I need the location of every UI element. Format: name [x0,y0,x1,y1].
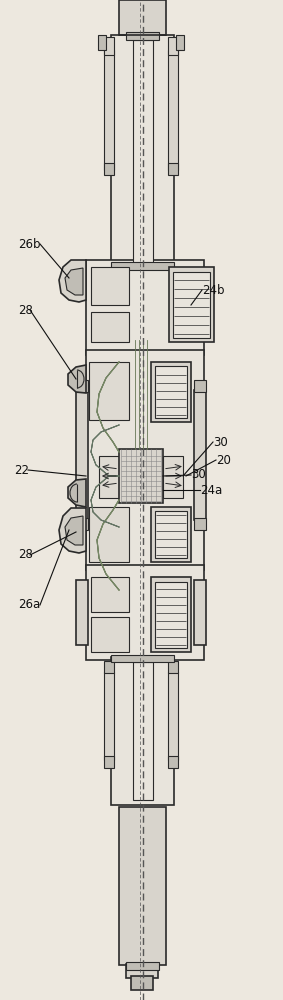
Bar [111,655,174,662]
Bar [133,662,153,800]
Bar [194,390,206,520]
Bar [155,582,187,648]
Text: 28: 28 [18,548,33,562]
Text: 26b: 26b [18,237,40,250]
Bar [194,518,206,530]
Text: 26a: 26a [18,598,40,611]
Bar [168,37,178,55]
Bar [151,362,191,422]
Bar [99,456,119,498]
Bar [131,976,153,990]
Bar [169,267,214,342]
Bar [163,456,183,498]
Bar [104,163,114,175]
Bar [168,756,178,768]
Text: 24a: 24a [200,484,222,496]
Text: 28: 28 [18,304,33,316]
Bar [104,672,114,760]
Bar [86,350,204,570]
Bar [173,272,210,338]
Bar [151,507,191,562]
Bar [168,672,178,760]
Polygon shape [68,479,86,507]
Bar [91,312,129,342]
Bar [133,40,153,265]
Text: 24b: 24b [202,284,224,296]
Bar [86,260,204,355]
Bar [126,32,159,40]
Bar [104,50,114,170]
Bar [111,262,174,270]
Bar [119,807,166,965]
Bar [126,964,158,978]
Bar [89,362,129,420]
Bar [111,35,174,270]
Bar [119,449,163,503]
Bar [151,577,191,652]
Bar [111,657,174,805]
Bar [176,35,184,50]
Polygon shape [68,365,86,393]
Bar [168,50,178,170]
Bar [98,35,106,50]
Bar [91,577,129,612]
Polygon shape [65,268,83,295]
Bar [76,518,88,530]
Bar [119,0,166,35]
Bar [76,580,88,645]
Bar [89,507,129,562]
Bar [76,380,88,392]
Polygon shape [65,516,83,545]
Bar [104,37,114,55]
Bar [76,390,88,520]
Bar [194,580,206,645]
Bar [155,366,187,418]
Bar [168,661,178,673]
Text: 30: 30 [191,468,206,482]
Bar [86,565,204,660]
Polygon shape [59,508,86,553]
Text: 30: 30 [213,436,228,448]
Bar [155,511,187,558]
Bar [168,163,178,175]
Bar [104,661,114,673]
Bar [126,962,159,970]
Bar [194,380,206,392]
Bar [104,756,114,768]
Polygon shape [59,260,86,302]
Text: 20: 20 [216,454,231,466]
Bar [91,267,129,305]
Bar [91,617,129,652]
Text: 22: 22 [14,464,29,477]
